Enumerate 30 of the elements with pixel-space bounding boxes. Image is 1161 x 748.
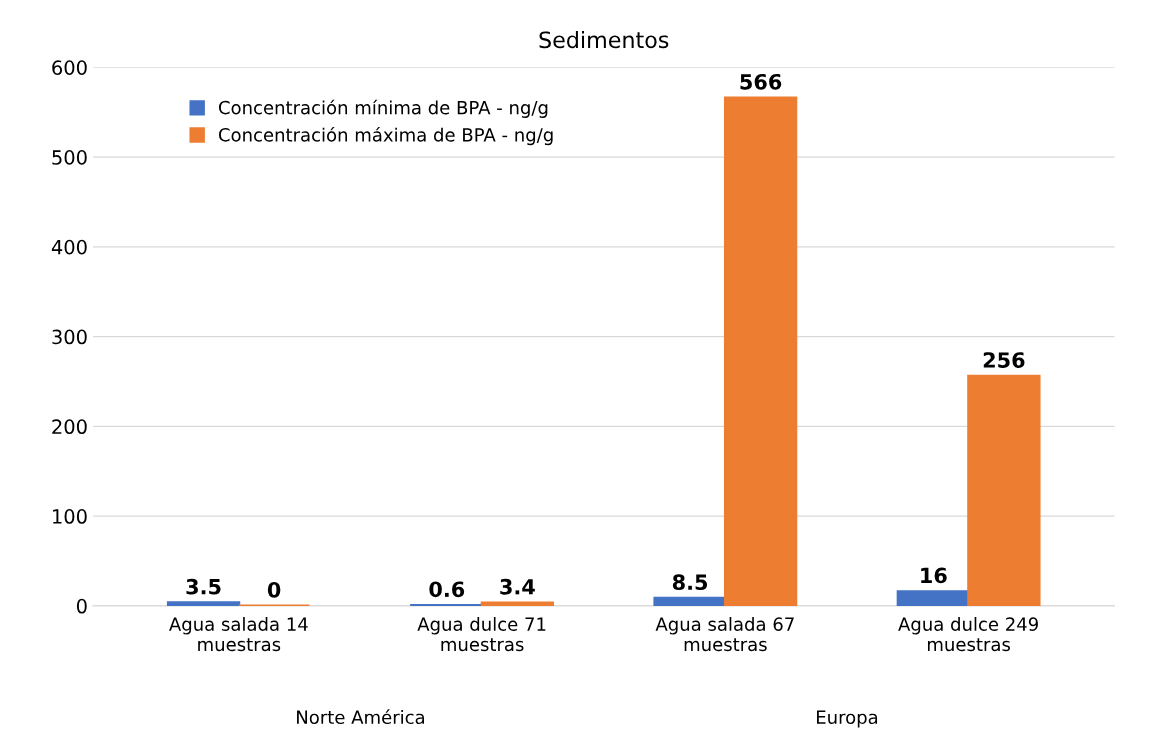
data-label: 3.5: [186, 578, 221, 595]
x-tick-label: Agua dulce 71 muestras: [417, 616, 546, 652]
data-label: 0: [267, 581, 281, 598]
y-tick-label: 300: [52, 329, 87, 345]
x-tick-label: Agua dulce 249 muestras: [898, 616, 1038, 652]
bar: [653, 596, 727, 606]
data-label: 566: [740, 73, 782, 90]
data-label: 8.5: [672, 574, 708, 591]
text: Europa: [817, 710, 878, 728]
data-label: 0.6: [429, 581, 465, 598]
legend-label: Concentración máxima de BPA - ng/g: [218, 126, 553, 146]
y-tick-label: 100: [53, 509, 87, 524]
bar: [166, 601, 241, 606]
text: Norte América: [297, 709, 425, 725]
x-tick-label: Agua salada 14 muestras: [169, 616, 308, 652]
bar: [723, 96, 798, 606]
chart-title: Sedimentos: [539, 30, 669, 49]
y-tick-label: 200: [52, 419, 87, 435]
x-tick-label: Agua salada 67 muestras: [655, 616, 794, 652]
data-label: 16: [921, 567, 947, 584]
data-label: 3.4: [500, 578, 535, 595]
y-tick-label: 0: [76, 598, 87, 614]
y-tick-label: 500: [52, 150, 87, 165]
data-label: 256: [983, 352, 1025, 368]
y-tick-label: 400: [51, 239, 87, 255]
y-tick-label: 600: [52, 60, 87, 75]
bar: [896, 590, 970, 606]
bar: [967, 374, 1041, 606]
legend-label: Concentración mínima de BPA - ng/g: [218, 99, 548, 118]
bar: [480, 601, 555, 606]
